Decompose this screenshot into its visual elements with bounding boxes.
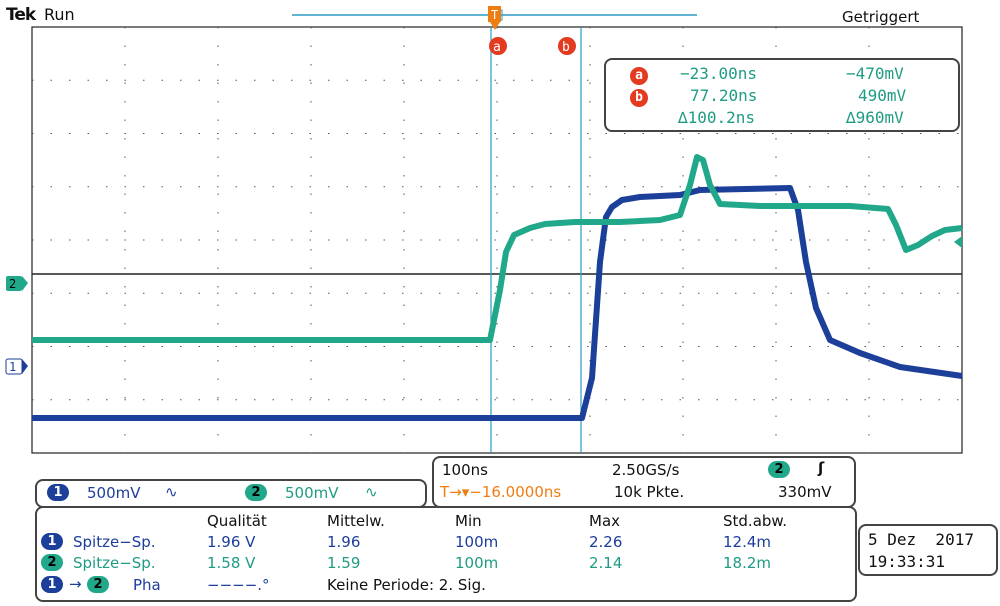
time: 19:33:31 bbox=[868, 552, 946, 571]
row2-name[interactable]: Spitze−Sp. bbox=[73, 554, 156, 572]
cursor-b-badge: b bbox=[558, 37, 576, 55]
row2-min: 100m bbox=[455, 554, 499, 572]
ch2-scale[interactable]: 500mV bbox=[285, 484, 339, 502]
phase-from-badge: 1 bbox=[41, 576, 63, 593]
time-per-division[interactable]: 100ns bbox=[442, 461, 488, 479]
ch1-scale[interactable]: 500mV bbox=[87, 484, 141, 502]
cursor-b-icon: b bbox=[630, 86, 648, 107]
trigger-slope-icon[interactable]: ʃ bbox=[818, 459, 825, 477]
row1-mean: 1.96 bbox=[327, 533, 361, 551]
trigger-position-marker: T bbox=[488, 6, 501, 30]
row2-stddev: 18.2m bbox=[723, 554, 772, 572]
record-length[interactable]: 10k Pkte. bbox=[614, 483, 685, 501]
svg-text:b: b bbox=[562, 40, 570, 55]
acquisition-state[interactable]: Run bbox=[44, 5, 75, 24]
svg-text:a: a bbox=[493, 40, 501, 55]
row2-quality: 1.58 V bbox=[207, 554, 256, 572]
cursor-a-time: −23.00ns bbox=[680, 64, 758, 83]
ch1-coupling-icon: ∿ bbox=[165, 483, 178, 501]
trigger-source-badge[interactable]: 2 bbox=[768, 461, 790, 478]
header-quality: Qualität bbox=[207, 512, 267, 530]
row1-max: 2.26 bbox=[589, 533, 623, 551]
horizontal-trigger-panel[interactable]: 100ns 2.50GS/s 2 ʃ T→▾−16.0000ns 10k Pkt… bbox=[432, 456, 856, 508]
row1-min: 100m bbox=[455, 533, 499, 551]
sample-rate: 2.50GS/s bbox=[612, 461, 680, 479]
cursor-a-voltage: −470mV bbox=[846, 64, 904, 83]
svg-text:T: T bbox=[491, 8, 498, 22]
trigger-level-marker bbox=[954, 236, 962, 248]
cursor-delta-voltage: ∆960mV bbox=[846, 108, 904, 127]
ch2-waveform bbox=[32, 154, 963, 343]
phase-arrow-icon: → bbox=[69, 575, 82, 593]
header-max: Max bbox=[589, 512, 621, 530]
header-stddev: Std.abw. bbox=[723, 512, 788, 530]
ch2-coupling-icon: ∿ bbox=[365, 483, 378, 501]
channel-scale-panel[interactable]: 1 500mV ∿ 2 500mV ∿ bbox=[35, 479, 427, 508]
header-mean: Mittelw. bbox=[327, 512, 385, 530]
ch2-badge[interactable]: 2 bbox=[245, 484, 267, 501]
brand-logo: Tek bbox=[6, 5, 36, 25]
measurements-panel: Qualität Mittelw. Min Max Std.abw. 1 Spi… bbox=[35, 506, 857, 602]
ch1-badge[interactable]: 1 bbox=[47, 484, 69, 501]
cursor-a-icon: a bbox=[630, 64, 648, 85]
phase-value: −−−−.° bbox=[207, 576, 270, 594]
cursor-b-time: 77.20ns bbox=[690, 86, 758, 105]
svg-text:1: 1 bbox=[9, 360, 16, 374]
svg-text:2: 2 bbox=[9, 277, 16, 291]
cursor-b-voltage: 490mV bbox=[858, 86, 907, 105]
date: 5 Dez 2017 bbox=[868, 530, 974, 549]
phase-name[interactable]: Pha bbox=[133, 576, 161, 594]
row2-ch-badge: 2 bbox=[41, 554, 63, 571]
row2-mean: 1.59 bbox=[327, 554, 361, 572]
row1-stddev: 12.4m bbox=[723, 533, 772, 551]
cursor-delta-time: ∆100.2ns bbox=[678, 108, 756, 127]
row1-ch-badge: 1 bbox=[41, 533, 63, 550]
trigger-position[interactable]: T→▾−16.0000ns bbox=[440, 483, 562, 501]
waveform-display[interactable]: 2 1 T a b bbox=[0, 0, 1000, 460]
row1-quality: 1.96 V bbox=[207, 533, 256, 551]
ch1-ground-marker: 1 bbox=[5, 358, 28, 375]
trigger-status: Getriggert bbox=[842, 8, 920, 26]
row1-name[interactable]: Spitze−Sp. bbox=[73, 533, 156, 551]
cursor-readout-panel: a −23.00ns −470mV b 77.20ns 490mV ∆100.2… bbox=[604, 58, 960, 132]
datetime-panel: 5 Dez 2017 19:33:31 bbox=[858, 524, 998, 576]
ch2-ground-marker: 2 bbox=[6, 276, 28, 291]
cursor-a-badge: a bbox=[489, 37, 507, 55]
row2-max: 2.14 bbox=[589, 554, 623, 572]
phase-note: Keine Periode: 2. Sig. bbox=[327, 576, 486, 594]
header-min: Min bbox=[455, 512, 482, 530]
trigger-level[interactable]: 330mV bbox=[778, 483, 832, 501]
phase-to-badge: 2 bbox=[87, 576, 109, 593]
